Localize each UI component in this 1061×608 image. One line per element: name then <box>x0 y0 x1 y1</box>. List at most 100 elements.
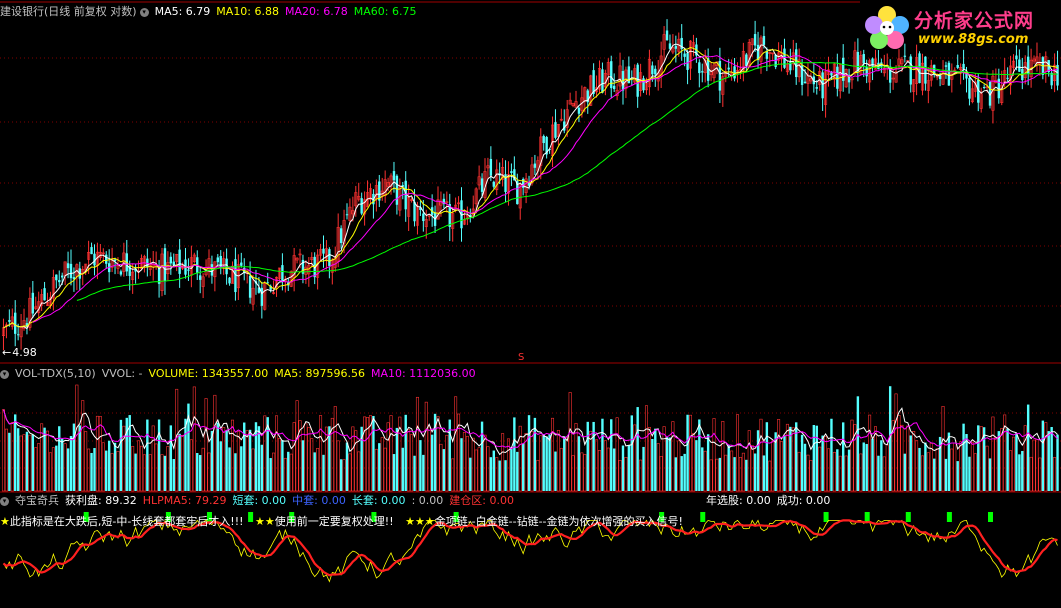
volume-bar <box>683 453 686 491</box>
candle-body <box>166 262 170 275</box>
volume-bar <box>295 400 299 492</box>
volume-bar <box>771 440 775 492</box>
candle-body <box>25 323 29 327</box>
volume-bar <box>941 406 945 492</box>
volume-bar <box>765 422 769 491</box>
candle-body <box>219 255 222 268</box>
volume-bar <box>865 443 868 491</box>
candle-body <box>395 175 399 205</box>
volume-bar <box>935 448 939 492</box>
low-price-marker: ←4.98 <box>2 346 37 359</box>
year-pick-label: 年选股: 0.00 <box>706 494 771 507</box>
candle-body <box>445 201 449 204</box>
candle-body <box>486 165 490 169</box>
dropdown-icon[interactable]: ▾ <box>0 496 9 506</box>
volume-bar <box>160 454 164 492</box>
volume-bar <box>116 451 120 492</box>
candle-body <box>1032 58 1036 62</box>
candle-body <box>556 124 560 137</box>
logo: 分析家公式网 www.88gs.com <box>860 2 1058 52</box>
volume-bar <box>251 448 255 492</box>
candle-body <box>160 253 164 291</box>
volume-bar <box>1050 427 1053 491</box>
volume-bar <box>830 418 833 491</box>
volume-bar <box>319 415 323 492</box>
candle-body <box>442 198 446 204</box>
candle-body <box>322 248 325 254</box>
volume-bar <box>316 447 320 492</box>
dropdown-icon[interactable]: ▾ <box>0 369 9 379</box>
volume-bar <box>735 414 739 492</box>
candle-body <box>850 78 854 81</box>
volume-bar <box>378 443 381 491</box>
volume-bar <box>415 396 419 492</box>
volume-bar <box>69 435 73 491</box>
volume-bar <box>131 446 135 492</box>
signal-bar <box>864 512 870 522</box>
volume-bar <box>419 440 422 491</box>
candle-body <box>962 63 965 69</box>
volume-bar <box>597 450 601 492</box>
volume-bar <box>389 415 393 492</box>
candle-body <box>542 135 545 144</box>
candle-body <box>240 262 243 266</box>
volume-bar <box>615 417 619 492</box>
volume-bar <box>213 394 217 492</box>
volume-bar <box>471 437 475 492</box>
volume-bar <box>66 448 70 491</box>
volume-bar <box>1021 450 1024 491</box>
volume-bar <box>568 392 572 492</box>
volume-bar <box>709 459 713 492</box>
candle-body <box>824 71 828 105</box>
volume-bar <box>457 413 461 492</box>
volume-bar <box>301 440 305 491</box>
volume-bar <box>897 415 901 492</box>
volume-bar <box>14 414 17 491</box>
candle-body <box>933 64 936 75</box>
volume-bar <box>87 448 91 492</box>
indicator-header-right: 年选股: 0.00 成功: 0.00 <box>706 494 836 507</box>
candle-body <box>413 201 416 222</box>
volume-bar <box>551 417 555 492</box>
volume-bar <box>671 421 675 492</box>
candle-body <box>10 316 14 327</box>
volume-ma5-line <box>3 407 1058 456</box>
candle-body <box>891 77 895 80</box>
volume-bar <box>601 418 604 491</box>
candle-body <box>571 102 575 106</box>
candle-body <box>357 196 361 200</box>
candle-body <box>830 72 833 76</box>
volume-bar <box>427 426 431 492</box>
volume-bar <box>915 440 919 492</box>
volume-bar <box>287 451 290 491</box>
volume-bar <box>651 438 654 491</box>
candle-body <box>606 62 610 76</box>
signal-bar <box>988 512 994 522</box>
candle-body <box>424 219 428 227</box>
dropdown-icon[interactable]: ▾ <box>139 7 149 17</box>
volume-bar <box>504 460 507 491</box>
volume-bar <box>950 448 954 492</box>
star-icon: ★★★ <box>405 515 435 528</box>
volume-bar <box>610 419 613 491</box>
volume-bar <box>686 414 689 491</box>
signal-bar <box>700 512 706 522</box>
candle-body <box>856 51 860 72</box>
volume-bar <box>880 440 883 491</box>
volume-bar <box>821 435 824 491</box>
volume-bar <box>603 440 607 492</box>
candle-body <box>862 54 865 64</box>
volume-bar <box>768 460 772 492</box>
volume-bar <box>956 461 959 491</box>
ma20-label: MA20: 6.78 <box>285 5 348 18</box>
candle-body <box>701 71 704 73</box>
candle-body <box>853 50 857 75</box>
candle-body <box>545 137 548 155</box>
volume-bar <box>680 456 683 491</box>
volume-bar <box>78 425 82 491</box>
volume-bar <box>877 455 880 491</box>
volume-bar <box>938 436 942 491</box>
candle-body <box>1053 64 1057 82</box>
